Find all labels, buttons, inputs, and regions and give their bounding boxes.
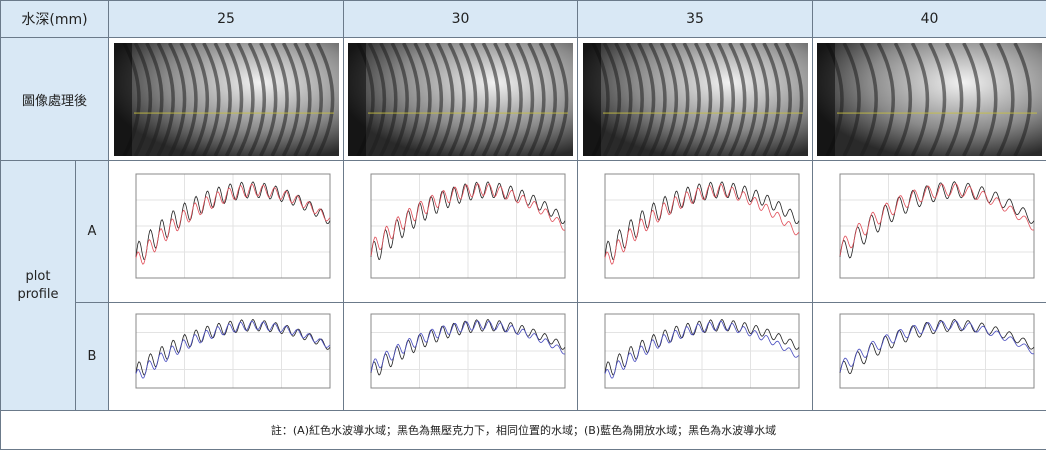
processed-image bbox=[348, 43, 573, 156]
plot-cell bbox=[344, 303, 578, 411]
corner-cell: 水深(mm) bbox=[1, 1, 109, 38]
image-row: 圖像處理後 bbox=[1, 38, 1046, 161]
depth-cell: 25 bbox=[109, 1, 344, 38]
sub-row-label: A bbox=[76, 161, 109, 303]
profile-plot bbox=[585, 168, 805, 296]
plot-cell bbox=[344, 161, 578, 303]
row-label: 圖像處理後 bbox=[1, 38, 109, 161]
image-edge bbox=[817, 43, 835, 156]
processed-image bbox=[114, 43, 339, 156]
profile-plot bbox=[116, 308, 336, 406]
profile-plot bbox=[116, 168, 336, 296]
image-bg bbox=[348, 43, 573, 156]
plot-row-a: plot profile A bbox=[1, 161, 1046, 303]
processed-image bbox=[817, 43, 1042, 156]
plot-bg bbox=[351, 168, 571, 296]
plot-cell bbox=[578, 303, 813, 411]
depth-cell: 35 bbox=[578, 1, 813, 38]
plot-bg bbox=[116, 168, 336, 296]
image-cell bbox=[813, 38, 1046, 161]
image-cell bbox=[344, 38, 578, 161]
image-edge bbox=[583, 43, 601, 156]
row-label: plot profile bbox=[1, 161, 76, 411]
image-edge bbox=[348, 43, 366, 156]
plot-bg bbox=[820, 168, 1040, 296]
plot-cell bbox=[109, 161, 344, 303]
header-row: 水深(mm) 25 30 35 40 bbox=[1, 1, 1046, 38]
note-row: 註：(A)紅色水波導水域；黑色為無壓克力下，相同位置的水域；(B)藍色為開放水域… bbox=[1, 411, 1046, 450]
plot-cell bbox=[109, 303, 344, 411]
profile-plot bbox=[351, 308, 571, 406]
plot-row-b: B bbox=[1, 303, 1046, 411]
plot-cell bbox=[813, 303, 1046, 411]
image-bg bbox=[583, 43, 808, 156]
profile-plot bbox=[351, 168, 571, 296]
profile-plot bbox=[820, 308, 1040, 406]
plot-bg bbox=[585, 168, 805, 296]
sub-row-label: B bbox=[76, 303, 109, 411]
depth-cell: 30 bbox=[344, 1, 578, 38]
plot-bg bbox=[820, 308, 1040, 406]
image-bg bbox=[114, 43, 339, 156]
processed-image bbox=[583, 43, 808, 156]
profile-plot bbox=[820, 168, 1040, 296]
image-cell bbox=[109, 38, 344, 161]
depth-cell: 40 bbox=[813, 1, 1046, 38]
note: 註：(A)紅色水波導水域；黑色為無壓克力下，相同位置的水域；(B)藍色為開放水域… bbox=[1, 411, 1046, 450]
profile-plot bbox=[585, 308, 805, 406]
image-edge bbox=[114, 43, 132, 156]
image-cell bbox=[578, 38, 813, 161]
plot-cell bbox=[813, 161, 1046, 303]
plot-cell bbox=[578, 161, 813, 303]
